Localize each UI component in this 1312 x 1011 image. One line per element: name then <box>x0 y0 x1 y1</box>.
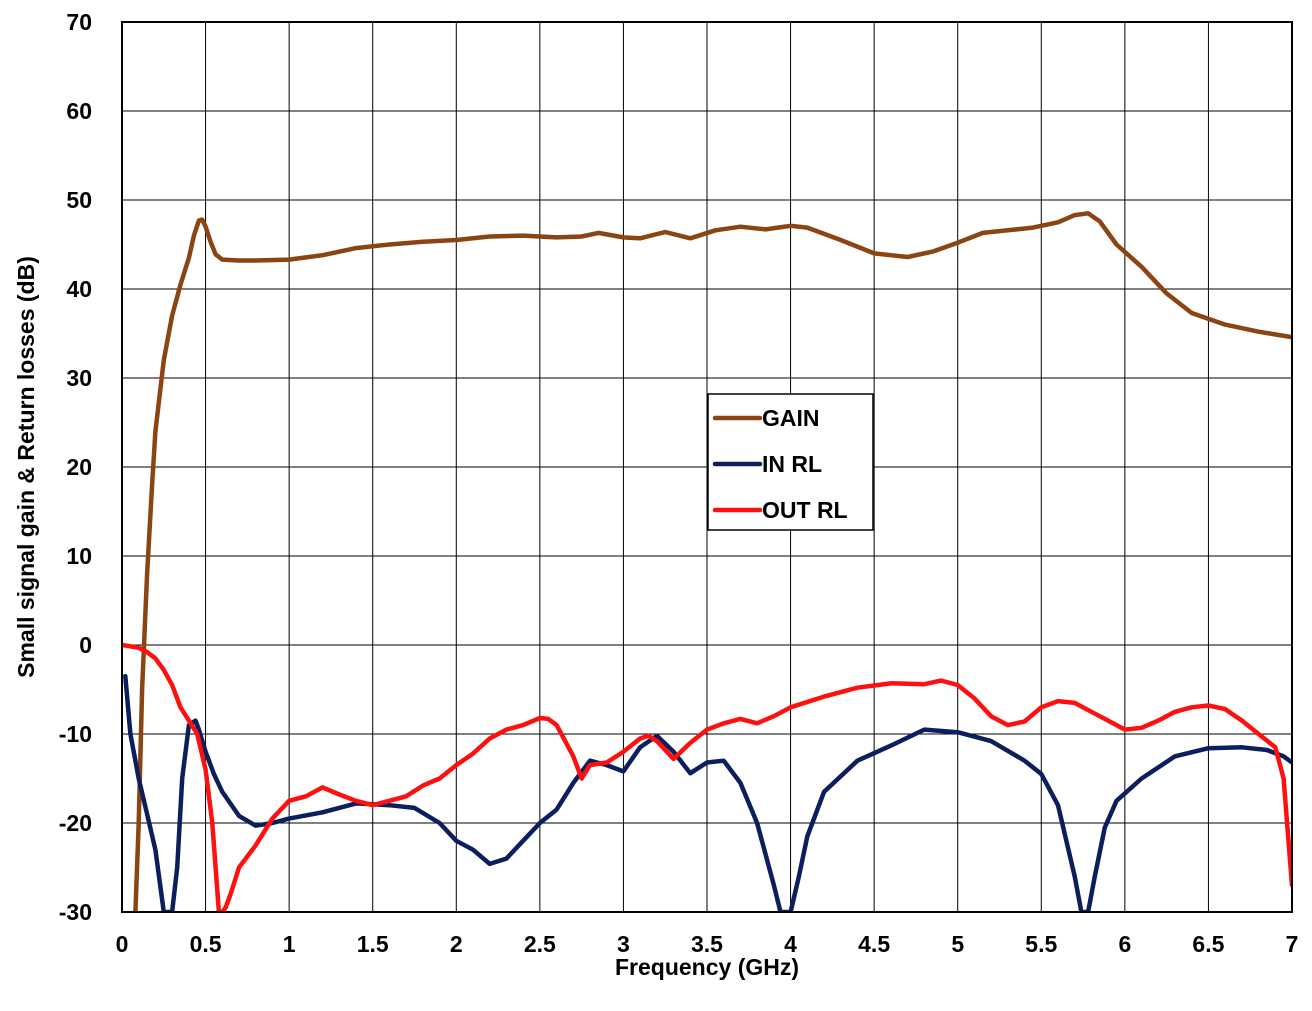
x-tick-label: 0.5 <box>190 931 222 957</box>
x-tick-label: 7 <box>1286 931 1299 957</box>
x-tick-label: 1 <box>283 931 296 957</box>
x-tick-label: 2.5 <box>524 931 556 957</box>
x-axis-title: Frequency (GHz) <box>615 954 799 980</box>
x-tick-label: 5 <box>951 931 964 957</box>
x-tick-label: 0 <box>116 931 129 957</box>
legend-label: GAIN <box>762 405 820 431</box>
x-tick-label: 3 <box>617 931 630 957</box>
y-tick-label: 0 <box>79 632 92 658</box>
legend: GAIN IN RL OUT RL <box>707 393 874 531</box>
y-tick-label: 40 <box>66 276 92 302</box>
x-tick-label: 3.5 <box>691 931 723 957</box>
y-tick-label: 50 <box>66 187 92 213</box>
x-tick-label: 4 <box>784 931 797 957</box>
x-tick-label: 2 <box>450 931 463 957</box>
y-tick-label: 70 <box>66 9 92 35</box>
x-tick-label: 1.5 <box>357 931 389 957</box>
plot-border <box>121 21 1293 913</box>
y-tick-label: 30 <box>66 365 92 391</box>
series-line-gain <box>133 211 1292 912</box>
x-tick-label: 5.5 <box>1025 931 1057 957</box>
y-tick-label: 10 <box>66 543 92 569</box>
y-tick-label: 20 <box>66 454 92 480</box>
x-tick-label: 4.5 <box>858 931 890 957</box>
y-axis-ticks: -30 -20 -10 0 10 20 30 40 50 60 70 <box>59 9 92 925</box>
y-tick-label: -10 <box>59 721 92 747</box>
legend-label: OUT RL <box>762 497 848 523</box>
x-axis-ticks: 0 0.5 1 1.5 2 2.5 3 3.5 4 4.5 5 5.5 6 6.5 7 <box>116 931 1299 957</box>
legend-label: IN RL <box>762 451 822 477</box>
y-tick-label: 60 <box>66 98 92 124</box>
y-axis-title: Small signal gain & Return losses (dB) <box>13 256 39 678</box>
x-tick-label: 6 <box>1118 931 1131 957</box>
y-tick-label: -20 <box>59 810 92 836</box>
series-line-in-rl <box>123 673 1292 912</box>
y-tick-label: -30 <box>59 899 92 925</box>
x-tick-label: 6.5 <box>1192 931 1224 957</box>
